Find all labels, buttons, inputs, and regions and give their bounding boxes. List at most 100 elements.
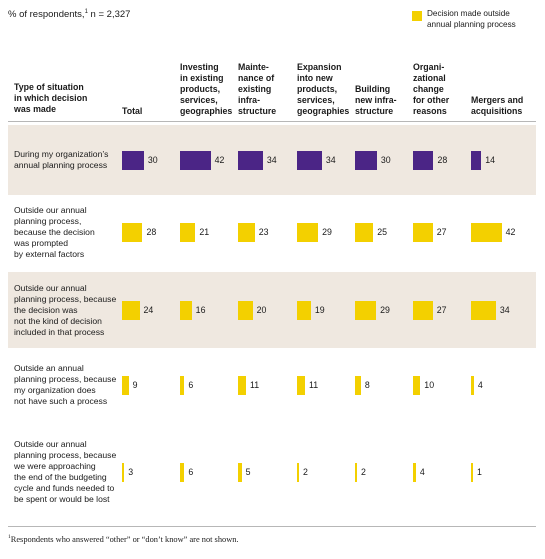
row-band (8, 272, 536, 348)
column-header: Organi-zational change for other reasons (413, 62, 469, 117)
row-label-line: the decision was (14, 304, 78, 315)
column-header-line: existing (238, 84, 272, 94)
bar (355, 150, 377, 170)
column-header-line: infra- (238, 95, 260, 105)
bar (238, 462, 242, 482)
bar (355, 300, 377, 320)
column-header-line: geographies (180, 106, 233, 116)
data-label: 28 (146, 226, 157, 237)
data-label: 11 (250, 379, 260, 390)
data-label: 29 (380, 304, 390, 315)
data-label: 8 (364, 379, 370, 390)
data-label: 34 (325, 154, 336, 165)
data-label: 5 (245, 466, 251, 477)
row-label-line: planning process, because (14, 374, 117, 384)
row-header: Type of situation in which decision was ma… (14, 82, 114, 115)
column-header-line: products, (180, 84, 221, 94)
data-label: 4 (419, 466, 425, 477)
column-header-line: Building (355, 84, 391, 94)
bar (238, 150, 263, 170)
footnote: 1Respondents who answered “other” or “do… (8, 534, 239, 544)
bar (180, 222, 196, 242)
row-label-line: included in that process (14, 326, 105, 337)
column-header-line: Total (122, 106, 143, 116)
bar (122, 150, 144, 170)
data-label: 11 (309, 379, 319, 390)
bar (471, 150, 482, 170)
row-label-line: be spent or would be lost (14, 494, 110, 504)
data-label: 24 (143, 304, 154, 315)
column-header-line: in existing (180, 73, 224, 83)
column-header-line: services, (297, 95, 335, 105)
row-label: Outside our annual planning process, beca… (14, 283, 118, 338)
bar (355, 375, 361, 395)
column-header-line: nance of (238, 73, 275, 83)
row-label-line: Outside an annual (14, 363, 84, 373)
bar (122, 222, 143, 242)
column-header-line: new infra- (355, 95, 397, 105)
footnote-marker: 1 (8, 534, 11, 540)
bar (355, 222, 374, 242)
row-label: Outside an annual planning process, becau… (14, 363, 118, 407)
data-label: 16 (195, 304, 206, 315)
bar (297, 462, 299, 482)
bar (413, 300, 433, 320)
row-header-line: in which decision (14, 93, 88, 103)
column-header-line: Organi- (413, 62, 445, 72)
data-label: 6 (188, 379, 194, 390)
data-label: 42 (214, 154, 225, 165)
bar (122, 375, 129, 395)
row-header-line: Type of situation (14, 82, 84, 92)
bar (297, 150, 322, 170)
bar (297, 222, 319, 242)
bar (355, 462, 357, 482)
data-label: 19 (314, 304, 325, 315)
bar (238, 222, 255, 242)
column-header-line: geographies (297, 106, 350, 116)
bar (180, 150, 211, 170)
bar (122, 462, 125, 482)
column-header-line: change (413, 84, 444, 94)
bar (471, 462, 473, 482)
row-label-line: planning process, because (14, 293, 117, 304)
data-label: 6 (188, 466, 194, 477)
column-header-line: products, (297, 84, 338, 94)
data-label: 30 (380, 154, 391, 165)
legend-label: Decision made outside annual planning pr… (427, 8, 537, 30)
bar (413, 222, 433, 242)
legend-label-line: Decision made outside (427, 9, 510, 18)
data-label: 4 (477, 379, 483, 390)
data-label: 3 (128, 466, 134, 477)
header-divider (8, 121, 536, 122)
bar (413, 150, 434, 170)
column-header-line: for other (413, 95, 450, 105)
footnote-text: Respondents who answered “other” or “don… (10, 534, 239, 544)
row-label: During my organization’s annual planning … (14, 149, 118, 171)
bar (238, 375, 247, 395)
data-label: 42 (505, 226, 516, 237)
data-label: 27 (436, 304, 447, 315)
row-header-line: was made (14, 104, 57, 114)
bar (180, 462, 185, 482)
row-label-line: Outside our annual (14, 204, 87, 215)
row-band (8, 125, 536, 195)
data-label: 34 (499, 304, 510, 315)
row-label-line: planning process, (14, 215, 82, 226)
legend-label-line: annual planning process (427, 20, 516, 29)
bar (471, 222, 502, 242)
row-label-line: the end of the budgeting (14, 472, 107, 482)
subtitle-text: % of respondents, (8, 9, 85, 21)
row-label-line: we were approaching (14, 461, 96, 471)
footnote-divider (8, 526, 536, 527)
bar (122, 300, 140, 320)
column-header-line: structure (238, 106, 277, 116)
data-label: 14 (485, 154, 496, 165)
data-label: 30 (147, 154, 158, 165)
column-header-line: Investing (180, 62, 219, 72)
row-label-line: annual planning process (14, 160, 108, 170)
bar (297, 375, 306, 395)
column-header: Building new infra-structure (355, 84, 411, 117)
data-label: 20 (256, 304, 267, 315)
bar (413, 375, 421, 395)
row-label-line: was prompted (14, 237, 68, 248)
